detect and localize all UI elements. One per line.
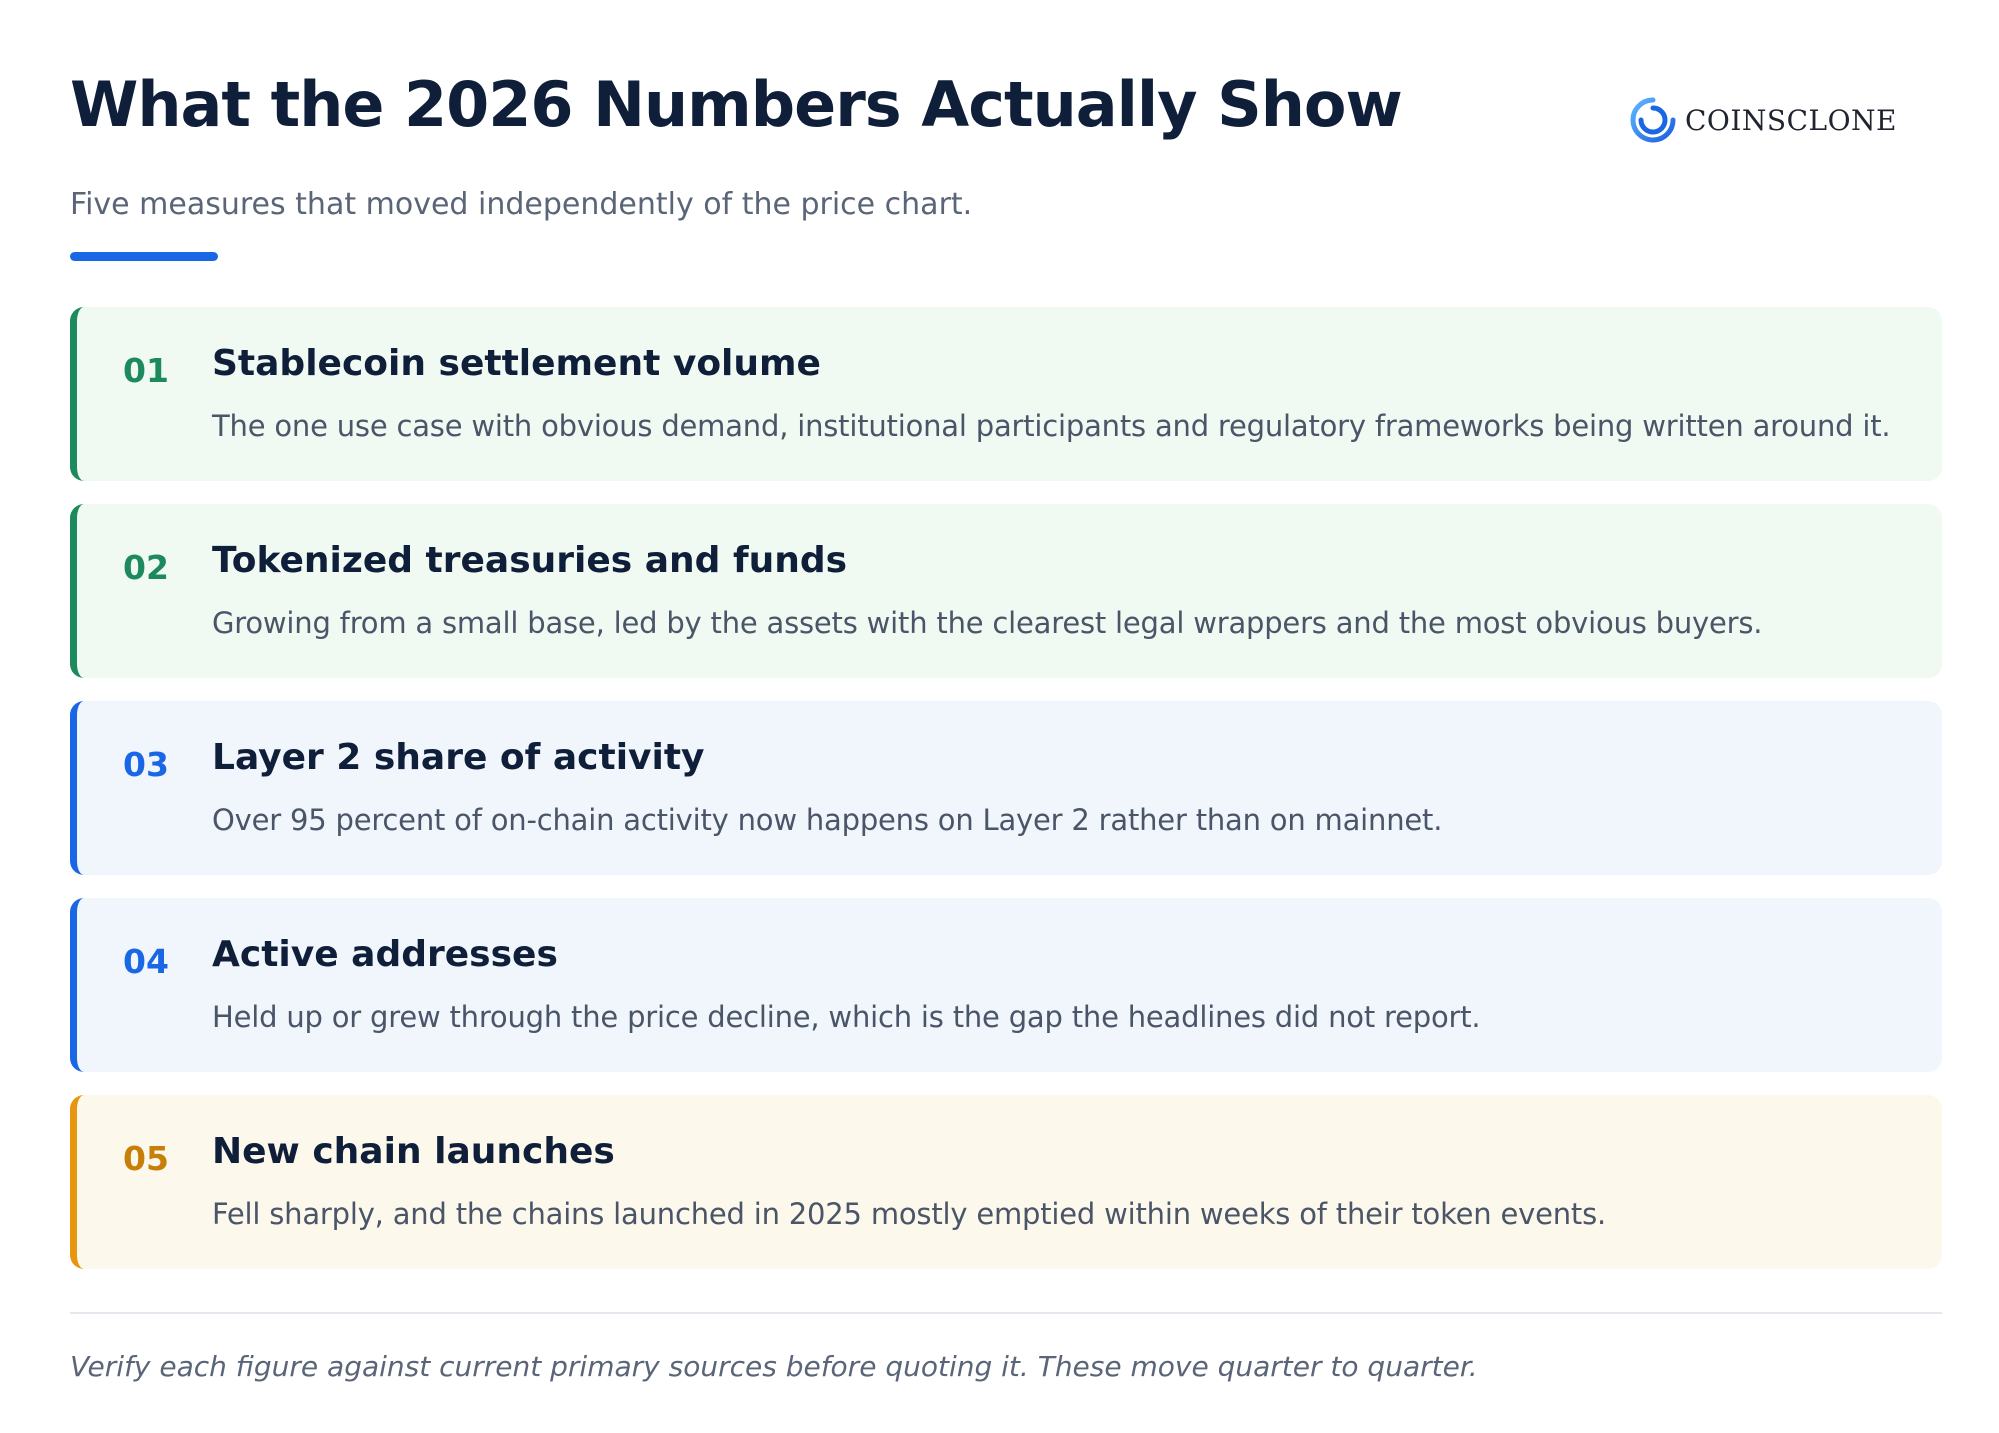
- measure-number: 04: [123, 942, 169, 981]
- measure-title: Stablecoin settlement volume: [212, 343, 821, 384]
- title-accent-bar: [70, 252, 218, 261]
- measure-card-05: 05 New chain launches Fell sharply, and …: [70, 1095, 1942, 1269]
- measure-title: Tokenized treasuries and funds: [212, 540, 848, 581]
- measure-card-01: 01 Stablecoin settlement volume The one …: [70, 307, 1942, 481]
- measure-description: Growing from a small base, led by the as…: [212, 606, 1763, 640]
- measure-number: 03: [123, 745, 169, 784]
- measure-card-03: 03 Layer 2 share of activity Over 95 per…: [70, 701, 1942, 875]
- page-subtitle: Five measures that moved independently o…: [70, 187, 973, 222]
- measure-card-04: 04 Active addresses Held up or grew thro…: [70, 898, 1942, 1072]
- measure-description: Over 95 percent of on-chain activity now…: [212, 803, 1443, 837]
- measure-number: 02: [123, 548, 169, 587]
- page-title: What the 2026 Numbers Actually Show: [70, 68, 1403, 141]
- measure-card-02: 02 Tokenized treasuries and funds Growin…: [70, 504, 1942, 678]
- measure-description: The one use case with obvious demand, in…: [212, 409, 1891, 443]
- measures-list: 01 Stablecoin settlement volume The one …: [70, 307, 1942, 1292]
- logo-text: COINSCLONE: [1684, 103, 1897, 137]
- brand-logo: COINSCLONE: [1629, 96, 1897, 144]
- measure-description: Held up or grew through the price declin…: [212, 1000, 1481, 1034]
- measure-number: 05: [123, 1139, 169, 1178]
- footer-note: Verify each figure against current prima…: [70, 1350, 1478, 1383]
- measure-title: Active addresses: [212, 934, 558, 975]
- measure-title: New chain launches: [212, 1131, 615, 1172]
- footer-divider: [70, 1312, 1942, 1314]
- measure-number: 01: [123, 351, 169, 390]
- measure-description: Fell sharply, and the chains launched in…: [212, 1197, 1607, 1231]
- coinsclone-ring-icon: [1630, 97, 1676, 143]
- measure-title: Layer 2 share of activity: [212, 737, 705, 778]
- infographic-page: What the 2026 Numbers Actually Show COIN…: [70, 0, 1942, 1433]
